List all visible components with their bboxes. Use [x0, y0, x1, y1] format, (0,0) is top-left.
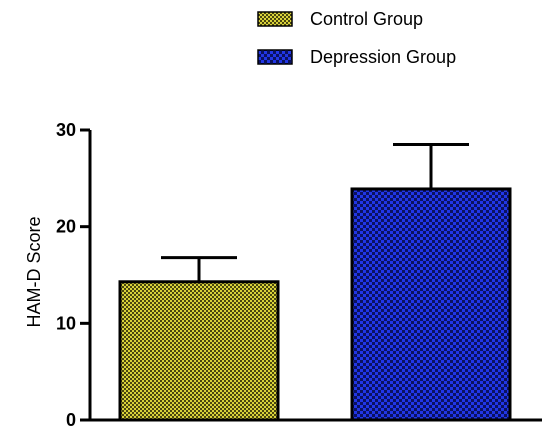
bar-group-control: [118, 256, 280, 422]
legend-swatch-control: [257, 11, 293, 27]
bar-control: [118, 280, 280, 422]
bar-group-depression: [350, 143, 512, 422]
legend: Control Group Depression Group: [257, 9, 456, 67]
legend-label-depression: Depression Group: [310, 47, 456, 67]
y-tick-label-20: 20: [56, 217, 76, 237]
legend-item-depression: Depression Group: [257, 47, 456, 67]
y-tick-label-30: 30: [56, 120, 76, 140]
bar-depression: [350, 187, 512, 422]
legend-item-control: Control Group: [257, 9, 423, 29]
y-axis-label: HAM-D Score: [24, 216, 44, 327]
bars: [118, 143, 512, 422]
legend-swatch-depression: [257, 49, 293, 65]
legend-label-control: Control Group: [310, 9, 423, 29]
y-tick-label-0: 0: [66, 410, 76, 427]
y-tick-label-10: 10: [56, 313, 76, 333]
